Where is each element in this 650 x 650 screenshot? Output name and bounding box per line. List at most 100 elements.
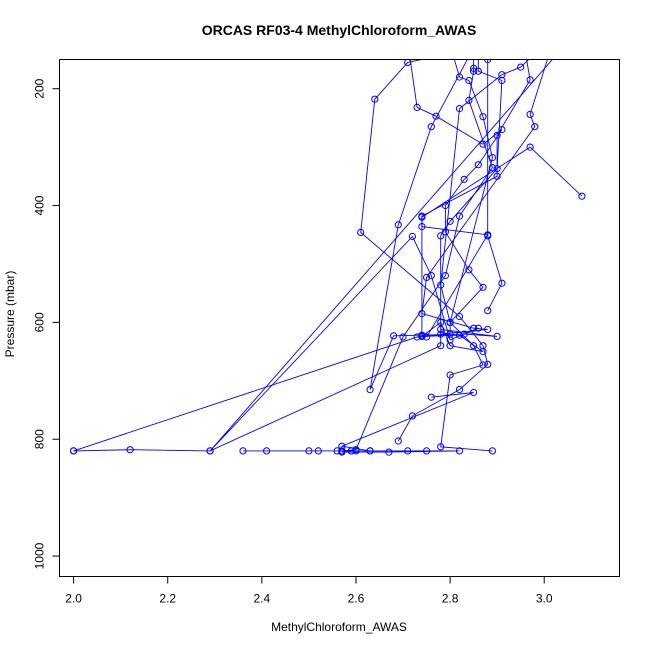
data-point: [526, 110, 534, 119]
data-point: [475, 48, 481, 54]
data-point: [423, 333, 431, 341]
series-line-13: [340, 392, 474, 453]
data-point: [479, 140, 487, 148]
data-point: [493, 172, 501, 180]
data-point: [479, 348, 487, 356]
data-point: [437, 281, 445, 289]
data-point: [484, 360, 492, 368]
data-point: [427, 123, 435, 131]
data-point: [418, 223, 426, 231]
data-point: [427, 272, 435, 280]
data-point: [470, 342, 478, 350]
data-point: [460, 330, 468, 338]
data-point: [493, 332, 501, 340]
data-point: [479, 361, 487, 369]
data-point: [441, 228, 449, 236]
data-point: [474, 67, 482, 75]
data-point: [437, 325, 445, 333]
data-point: [466, 59, 472, 61]
data-point: [488, 154, 496, 162]
data-point: [423, 447, 431, 455]
data-point: [427, 393, 435, 401]
data-point: [437, 330, 445, 338]
series-line-8: [421, 59, 548, 335]
data-point: [446, 342, 454, 350]
data-point: [394, 221, 402, 229]
data-point: [390, 332, 398, 340]
x-tick-label: 2.6: [348, 592, 365, 606]
plot-frame: [59, 59, 620, 577]
data-point: [518, 36, 524, 42]
y-axis-label: Pressure (mbar): [3, 271, 17, 358]
data-point: [446, 371, 454, 379]
x-axis: 2.0 2.2 2.4 2.6 2.8 3.0: [65, 576, 553, 606]
data-point: [70, 447, 78, 455]
data-point: [493, 165, 501, 173]
data-point: [474, 161, 482, 169]
data-point: [455, 331, 464, 339]
data-point: [455, 105, 464, 113]
data-point: [437, 232, 445, 240]
series-line-10: [369, 59, 498, 390]
data-point: [455, 73, 464, 81]
data-point: [455, 386, 464, 394]
series-line-12: [421, 146, 583, 353]
data-point: [465, 266, 473, 274]
data-point: [546, 52, 552, 58]
data-point: [357, 228, 365, 236]
data-point: [498, 279, 506, 287]
plot-points: [70, 36, 586, 456]
y-tick-label: 1000: [33, 542, 47, 569]
series-line-6: [421, 59, 531, 338]
data-point: [239, 447, 247, 455]
data-point: [493, 131, 501, 139]
data-point: [446, 217, 454, 225]
y-tick-label: 600: [33, 312, 47, 332]
data-point: [441, 201, 449, 210]
chart-title: ORCAS RF03-4 MethylChloroform_AWAS: [202, 22, 477, 38]
data-point: [465, 76, 473, 85]
data-point: [441, 272, 449, 280]
x-axis-label: MethylChloroform_AWAS: [271, 620, 407, 634]
data-point: [418, 331, 426, 339]
data-point: [413, 103, 421, 112]
data-point: [314, 447, 322, 455]
data-point: [394, 437, 402, 445]
data-point: [455, 212, 464, 220]
data-point: [405, 39, 411, 45]
data-point: [437, 443, 445, 451]
data-point: [347, 447, 355, 455]
data-point: [578, 192, 586, 200]
data-point: [470, 324, 478, 332]
x-tick-label: 2.4: [254, 592, 271, 606]
data-point: [338, 447, 346, 455]
data-point: [418, 310, 426, 318]
x-tick-label: 2.2: [159, 592, 176, 606]
series-line-7: [440, 59, 530, 452]
plot-lines: [73, 59, 583, 453]
data-point: [418, 213, 426, 221]
x-tick-label: 3.0: [536, 592, 553, 606]
data-point: [263, 447, 271, 455]
data-point: [413, 333, 421, 341]
series-line-9: [209, 59, 553, 452]
data-point: [404, 59, 412, 66]
data-point: [126, 446, 134, 454]
series-line-3: [73, 59, 493, 452]
data-point: [479, 113, 487, 121]
y-axis: 200 400 600 800 1000: [33, 78, 60, 569]
data-point: [366, 386, 374, 394]
data-point: [498, 71, 506, 79]
series-line-11: [487, 59, 503, 311]
data-point: [408, 232, 416, 241]
data-point: [371, 95, 379, 103]
data-point: [484, 307, 492, 315]
data-point: [484, 325, 492, 333]
data-point: [437, 318, 445, 326]
data-point: [305, 447, 313, 455]
data-point: [498, 126, 506, 134]
data-point: [399, 333, 407, 341]
data-point: [333, 447, 341, 455]
data-point: [455, 312, 464, 321]
data-point: [488, 447, 496, 455]
